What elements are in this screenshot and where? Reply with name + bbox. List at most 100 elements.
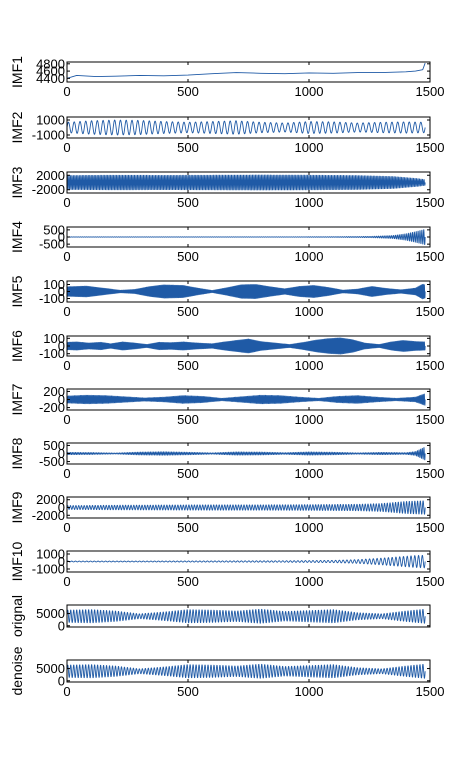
axes-frame [66, 116, 431, 139]
subplot-imf3: 0 500 1000 1500 2000-2000 IMF3 [9, 166, 444, 210]
y-axis-label: IMF9 [9, 491, 25, 523]
y-tick-label: -200 [39, 400, 65, 415]
x-tick-label: 1500 [416, 412, 445, 427]
x-tick-label: 1000 [295, 684, 324, 699]
y-tick-label: 1000 [36, 113, 65, 128]
y-tick-label: 0 [58, 230, 65, 245]
x-tick-label: 500 [177, 574, 199, 589]
x-tick-label: 500 [177, 84, 199, 99]
y-tick-label: 2000 [36, 492, 65, 507]
x-tick-label: 0 [63, 574, 70, 589]
y-tick-label: 0 [58, 673, 65, 688]
x-tick-label: 500 [177, 140, 199, 155]
x-tick-label: 500 [177, 520, 199, 535]
y-axis-label: orignal [9, 595, 25, 637]
x-tick-label: 0 [63, 684, 70, 699]
x-tick-label: 0 [63, 412, 70, 427]
y-tick-label: 4400 [36, 71, 65, 86]
x-tick-label: 500 [177, 304, 199, 319]
y-tick-label: -100 [39, 291, 65, 306]
x-tick-label: 0 [63, 466, 70, 481]
y-tick-label: 1000 [36, 547, 65, 562]
y-axis-label: denoise [9, 646, 25, 695]
y-tick-label: 0 [58, 500, 65, 515]
x-tick-label: 1000 [295, 520, 324, 535]
y-tick-label: 0 [58, 446, 65, 461]
series-line-imf6 [67, 337, 426, 355]
x-tick-label: 500 [177, 249, 199, 264]
x-tick-label: 1500 [416, 304, 445, 319]
y-tick-label: -1000 [32, 562, 65, 577]
axes-frame [66, 659, 431, 683]
x-tick-label: 1000 [295, 466, 324, 481]
x-tick-label: 0 [63, 195, 70, 210]
y-axis-label: IMF5 [9, 275, 25, 307]
y-tick-label: -2000 [32, 508, 65, 523]
series-line-imf3 [67, 174, 426, 191]
x-tick-label: 500 [177, 684, 199, 699]
y-tick-label: -100 [39, 346, 65, 361]
y-axis-label: IMF1 [9, 56, 25, 88]
x-tick-label: 1000 [295, 304, 324, 319]
y-tick-label: -500 [39, 454, 65, 469]
axes-frame [66, 604, 431, 628]
axes-frame [66, 61, 431, 83]
y-axis-label: IMF6 [9, 330, 25, 362]
y-axis-label: IMF8 [9, 437, 25, 469]
x-tick-label: 1000 [295, 358, 324, 373]
series-line-imf2 [67, 119, 426, 136]
x-tick-label: 1500 [416, 520, 445, 535]
x-tick-label: 0 [63, 304, 70, 319]
y-tick-label: 4800 [36, 56, 65, 71]
y-tick-label: 500 [43, 438, 65, 453]
y-tick-label: 500 [43, 222, 65, 237]
series-line-imf5 [67, 283, 426, 300]
y-tick-label: 2000 [36, 168, 65, 183]
x-tick-label: 1000 [295, 249, 324, 264]
y-tick-label: -1000 [32, 128, 65, 143]
x-tick-label: 1500 [416, 195, 445, 210]
x-tick-label: 0 [63, 520, 70, 535]
y-axis-label: IMF10 [9, 541, 25, 581]
x-tick-label: 1500 [416, 84, 445, 99]
y-tick-label: 0 [58, 392, 65, 407]
x-tick-label: 1000 [295, 412, 324, 427]
y-axis-label: IMF2 [9, 111, 25, 143]
y-tick-label: 5000 [36, 661, 65, 676]
y-tick-label: 4600 [36, 64, 65, 79]
x-tick-label: 0 [63, 249, 70, 264]
series-line-denoise [67, 663, 426, 679]
y-tick-label: 200 [43, 384, 65, 399]
x-tick-label: 1500 [416, 358, 445, 373]
series-line-orignal [67, 608, 426, 624]
series-line-imf9 [67, 500, 426, 515]
y-axis-label: IMF4 [9, 221, 25, 253]
y-tick-label: 0 [58, 618, 65, 633]
y-tick-label: 5000 [36, 606, 65, 621]
series-line-imf10 [67, 554, 426, 569]
series-line-imf8 [67, 447, 426, 461]
x-tick-label: 1000 [295, 140, 324, 155]
x-tick-label: 0 [63, 84, 70, 99]
y-axis-label: IMF7 [9, 383, 25, 415]
x-tick-label: 1500 [416, 684, 445, 699]
y-tick-label: 0 [58, 339, 65, 354]
x-tick-label: 500 [177, 412, 199, 427]
series-line-imf1 [67, 62, 426, 79]
x-tick-label: 1500 [416, 466, 445, 481]
y-tick-label: -2000 [32, 182, 65, 197]
y-tick-label: -500 [39, 237, 65, 252]
x-tick-label: 0 [63, 140, 70, 155]
